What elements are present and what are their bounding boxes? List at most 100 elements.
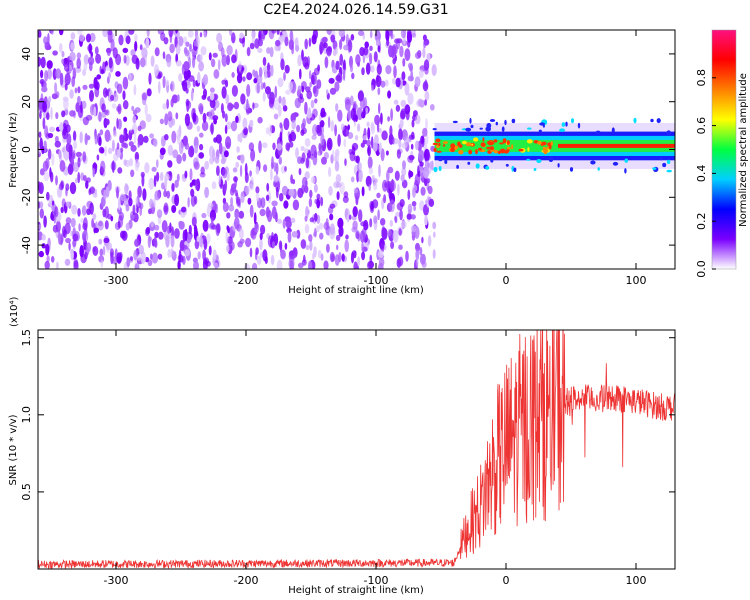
noise-speckle <box>418 149 425 162</box>
signal-hotspot <box>518 148 524 152</box>
noise-speckle <box>327 116 331 129</box>
noise-speckle <box>131 129 135 135</box>
noise-speckle <box>226 54 231 66</box>
noise-speckle <box>102 30 109 38</box>
noise-speckle <box>329 213 334 221</box>
noise-speckle <box>153 64 159 77</box>
noise-speckle <box>202 112 207 123</box>
noise-speckle <box>192 79 196 88</box>
noise-speckle <box>217 59 221 71</box>
noise-speckle <box>208 245 212 256</box>
noise-speckle <box>88 83 95 89</box>
noise-speckle <box>407 62 413 69</box>
noise-speckle <box>226 244 230 253</box>
noise-speckle <box>320 112 324 118</box>
noise-speckle <box>231 32 236 44</box>
signal-edge-speckle <box>559 128 565 132</box>
noise-speckle <box>284 166 287 172</box>
signal-edge-speckle <box>504 119 507 126</box>
noise-speckle <box>111 160 115 174</box>
noise-speckle <box>329 251 335 263</box>
signal-hotspot <box>480 142 486 147</box>
noise-speckle <box>266 70 271 78</box>
noise-speckle <box>167 160 173 168</box>
signal-hotspot <box>471 143 474 146</box>
noise-speckle <box>319 144 323 155</box>
noise-speckle <box>414 52 421 59</box>
noise-speckle <box>189 43 192 52</box>
noise-speckle <box>252 102 255 110</box>
x-tick-label: -300 <box>104 274 129 287</box>
noise-speckle <box>328 185 333 196</box>
noise-speckle <box>123 116 128 122</box>
noise-speckle <box>396 258 402 268</box>
noise-speckle <box>275 39 281 47</box>
noise-speckle <box>343 138 347 148</box>
noise-speckle <box>58 183 64 191</box>
noise-speckle <box>199 143 204 151</box>
noise-speckle <box>207 202 214 208</box>
noise-speckle <box>49 126 55 132</box>
noise-speckle <box>270 64 274 77</box>
noise-speckle <box>99 129 104 136</box>
signal-hotspot <box>475 149 478 155</box>
noise-speckle <box>273 175 279 183</box>
noise-speckle <box>311 34 317 45</box>
noise-speckle <box>419 246 423 256</box>
noise-speckle <box>187 30 194 38</box>
signal-edge-speckle <box>666 130 671 136</box>
noise-speckle <box>67 163 74 175</box>
noise-speckle <box>337 72 343 84</box>
noise-speckle <box>381 227 388 240</box>
signal-edge-speckle <box>569 167 574 172</box>
noise-speckle <box>369 45 373 51</box>
signal-band-inner <box>434 139 675 152</box>
noise-speckle <box>220 103 224 114</box>
noise-speckle <box>125 35 131 45</box>
noise-speckle <box>128 197 133 207</box>
noise-speckle <box>250 148 256 162</box>
noise-speckle <box>364 41 370 49</box>
noise-speckle <box>355 231 360 240</box>
noise-speckle <box>150 253 153 260</box>
noise-speckle <box>291 231 298 238</box>
noise-speckle <box>184 228 188 242</box>
noise-speckle <box>92 213 97 221</box>
noise-speckle <box>308 70 312 80</box>
noise-speckle <box>280 97 287 106</box>
noise-speckle <box>117 220 121 229</box>
noise-speckle <box>300 145 305 152</box>
noise-speckle <box>137 185 142 198</box>
noise-speckle <box>407 92 414 105</box>
noise-speckle <box>78 33 85 42</box>
noise-speckle <box>372 199 379 209</box>
noise-speckle <box>260 82 264 90</box>
noise-speckle <box>371 136 374 149</box>
noise-speckle <box>255 247 259 256</box>
spectrogram-x-axis-label: Height of straight line (km) <box>288 285 424 296</box>
noise-speckle <box>167 248 172 258</box>
noise-speckle <box>183 60 190 72</box>
noise-speckle <box>201 120 209 132</box>
noise-speckle <box>348 214 352 220</box>
noise-speckle <box>301 49 304 61</box>
noise-speckle <box>361 242 364 251</box>
noise-speckle <box>334 160 340 172</box>
noise-speckle <box>309 239 313 251</box>
noise-speckle <box>235 115 239 123</box>
signal-edge-speckle <box>612 161 619 166</box>
noise-speckle <box>212 115 219 121</box>
noise-speckle <box>342 196 349 203</box>
noise-speckle <box>432 249 436 259</box>
noise-speckle <box>260 224 266 235</box>
noise-speckle <box>209 99 216 109</box>
noise-speckle <box>344 239 350 253</box>
colorbar-gradient <box>712 30 736 269</box>
signal-hotspot <box>465 142 472 147</box>
noise-speckle <box>82 233 87 241</box>
noise-speckle <box>291 119 297 130</box>
noise-speckle <box>211 224 218 230</box>
noise-speckle <box>230 120 238 132</box>
noise-speckle <box>304 148 309 154</box>
noise-speckle <box>246 46 251 57</box>
